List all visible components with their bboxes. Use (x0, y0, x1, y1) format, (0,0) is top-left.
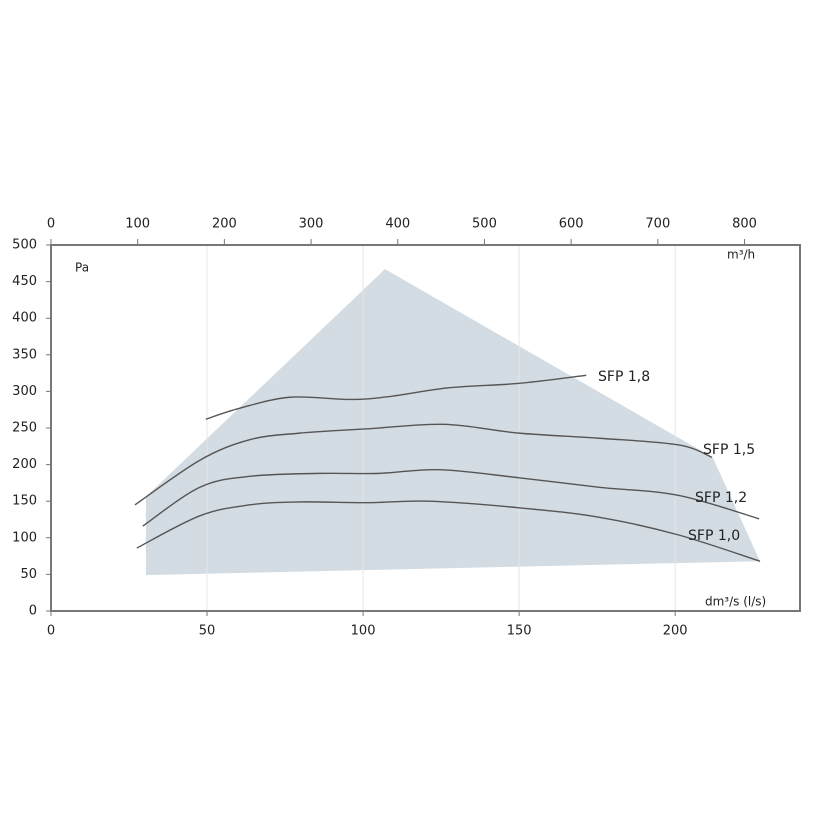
y-tick-label: 100 (12, 530, 37, 545)
sfp-curve (134, 423, 713, 506)
plot-frame (50, 244, 801, 612)
y-unit-label: Pa (75, 261, 89, 275)
y-tick-label: 150 (12, 494, 37, 509)
sfp-curve (142, 468, 760, 527)
x2-tick-label: 200 (212, 217, 237, 232)
y-tick-label: 300 (12, 384, 37, 399)
y-tick-label: 450 (12, 274, 37, 289)
x-tick-label: 150 (507, 624, 532, 639)
x2-tick-label: 800 (732, 217, 757, 232)
x2-tick-label: 600 (559, 217, 584, 232)
x2-tick-label: 700 (645, 217, 670, 232)
sfp-curve (136, 500, 761, 562)
y-tick-label: 50 (20, 567, 37, 582)
curve-label: SFP 1,0 (688, 528, 740, 544)
x2-tick-label: 300 (299, 217, 324, 232)
y-tick-label: 400 (12, 311, 37, 326)
curve-label: SFP 1,2 (695, 490, 747, 506)
x-tick-label: 100 (351, 624, 376, 639)
x-tick-label: 200 (663, 624, 688, 639)
x2-tick-label: 500 (472, 217, 497, 232)
y-tick-label: 0 (29, 604, 37, 619)
curve-label: SFP 1,8 (598, 369, 650, 385)
x2-unit-label: m³/h (727, 248, 755, 262)
x-unit-label: dm³/s (l/s) (705, 595, 766, 609)
sfp-curve (205, 374, 587, 420)
x2-tick-label: 0 (47, 217, 55, 232)
x-tick-label: 0 (47, 624, 55, 639)
x-tick-label: 50 (199, 624, 216, 639)
y-tick-label: 250 (12, 421, 37, 436)
operating-region (145, 269, 761, 576)
curve-label: SFP 1,5 (703, 442, 755, 458)
y-tick-label: 200 (12, 457, 37, 472)
y-tick-label: 500 (12, 238, 37, 253)
x2-tick-label: 400 (385, 217, 410, 232)
y-tick-label: 350 (12, 347, 37, 362)
x2-tick-label: 100 (125, 217, 150, 232)
